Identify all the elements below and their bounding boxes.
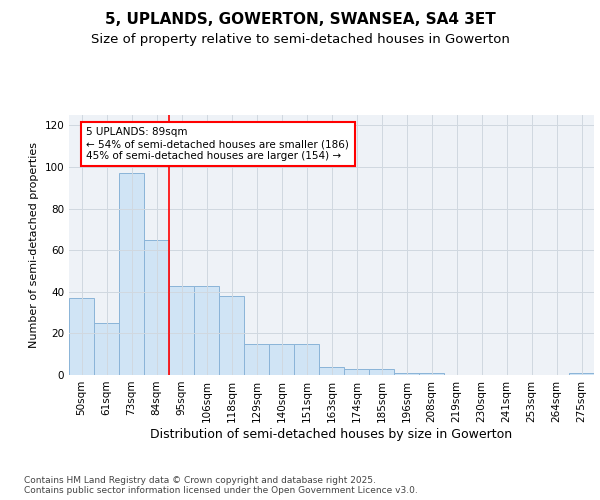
Text: 5, UPLANDS, GOWERTON, SWANSEA, SA4 3ET: 5, UPLANDS, GOWERTON, SWANSEA, SA4 3ET — [104, 12, 496, 28]
Bar — [219, 296, 244, 375]
Text: 5 UPLANDS: 89sqm
← 54% of semi-detached houses are smaller (186)
45% of semi-det: 5 UPLANDS: 89sqm ← 54% of semi-detached … — [86, 128, 349, 160]
Bar — [169, 286, 194, 375]
Bar — [569, 373, 594, 375]
Bar — [94, 323, 119, 375]
Y-axis label: Number of semi-detached properties: Number of semi-detached properties — [29, 142, 39, 348]
Bar — [344, 369, 369, 375]
Bar — [294, 344, 319, 375]
Bar — [369, 369, 394, 375]
Text: Contains HM Land Registry data © Crown copyright and database right 2025.
Contai: Contains HM Land Registry data © Crown c… — [24, 476, 418, 495]
Bar — [119, 173, 144, 375]
Text: Size of property relative to semi-detached houses in Gowerton: Size of property relative to semi-detach… — [91, 32, 509, 46]
Bar — [194, 286, 219, 375]
Bar — [144, 240, 169, 375]
X-axis label: Distribution of semi-detached houses by size in Gowerton: Distribution of semi-detached houses by … — [151, 428, 512, 440]
Bar — [319, 366, 344, 375]
Bar — [269, 344, 294, 375]
Bar — [69, 298, 94, 375]
Bar — [419, 373, 444, 375]
Bar — [244, 344, 269, 375]
Bar — [394, 373, 419, 375]
